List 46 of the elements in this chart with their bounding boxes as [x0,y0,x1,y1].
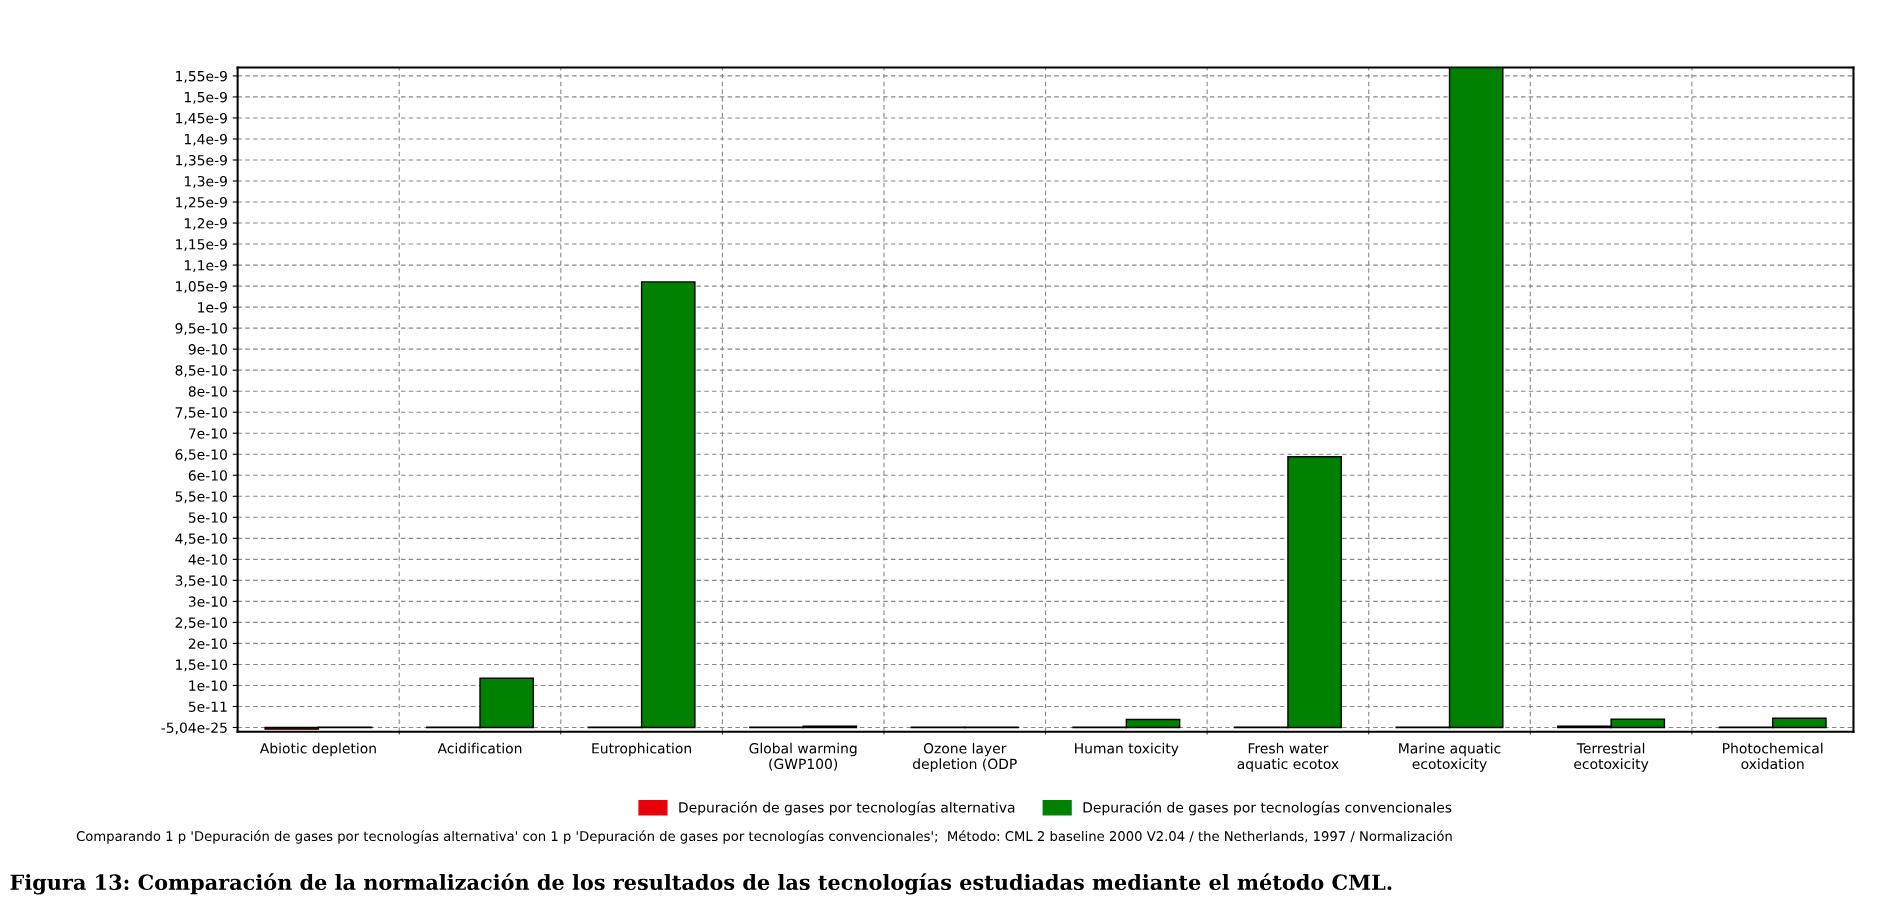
y-tick-label: 1,5e-10 [176,659,227,672]
y-tick-label: -5,04e-25 [161,722,227,735]
y-tick-label: 5e-11 [188,701,227,712]
x-tick-label: Photochemical oxidation [1723,742,1823,770]
text: Figura 13: Comparación de la normalización de los resultados de las tecnologías estudiadas mediante el método CML. [10,873,1392,895]
y-tick-label: 3e-10 [188,596,227,607]
y-tick-label: 9e-10 [188,344,227,355]
y-tick-label: 1,15e-9 [176,239,227,251]
y-tick-label: 5,5e-10 [175,491,227,504]
y-tick-label: 6,5e-10 [175,449,227,462]
y-tick-label: 4e-10 [188,554,227,565]
x-tick-label: Fresh water aquatic ecotox [1237,742,1339,772]
y-tick-label: 8e-10 [188,386,227,397]
y-tick-label: 1,25e-9 [176,196,227,209]
y-tick-label: 1,1e-9 [184,260,227,272]
y-tick-label: 1,3e-9 [184,175,227,188]
y-tick-label: 5e-10 [188,512,227,523]
y-tick-label: 1,4e-9 [184,133,227,146]
y-tick-label: 2e-10 [188,638,227,649]
legend-label: Depuración de gases por tecnologías alternativa [679,801,1015,816]
y-tick-label: 1,55e-9 [176,70,227,83]
y-tick-label: 7e-10 [188,428,227,439]
x-tick-label: Acidification [437,742,522,754]
x-tick-label: Marine aquatic ecotoxicity [1399,742,1501,772]
x-tick-label: Human toxicity [1075,742,1179,757]
x-tick-label: Terrestrial ecotoxicity [1574,742,1649,772]
y-tick-label: 9,5e-10 [175,323,227,336]
x-tick-label: Ozone layer depletion (ODP [913,742,1017,772]
y-tick-label: 7,5e-10 [175,407,227,420]
y-tick-label: 2,5e-10 [175,617,227,630]
y-tick-label: 1e-9 [198,302,227,313]
y-tick-label: 8,5e-10 [175,365,227,378]
x-tick-label: Global warming (GWP100) [749,742,857,771]
y-tick-label: 3,5e-10 [175,575,227,588]
legend-label: Depuración de gases por tecnologías convencionales [1083,801,1452,816]
y-tick-label: 6e-10 [188,470,227,481]
y-tick-label: 1,2e-9 [184,218,227,230]
x-tick-label: Abiotic depletion [259,742,376,757]
text: Comparando 1 p 'Depuración de gases por tecnologías alternativa' con 1 p 'Depuración de gases por tecnologías convencionales'; Método: CML 2 baseline 2000 V2.04 / the Netherlands, 1997 / Normalización [76,830,1452,844]
y-tick-label: 4,5e-10 [175,533,227,546]
y-tick-label: 1,05e-9 [176,281,227,293]
y-tick-label: 1e-10 [189,680,227,691]
y-tick-label: 1,35e-9 [176,154,227,167]
y-tick-label: 1,45e-9 [176,112,227,125]
y-tick-label: 1,5e-9 [184,91,227,104]
x-tick-label: Eutrophication [592,742,691,757]
